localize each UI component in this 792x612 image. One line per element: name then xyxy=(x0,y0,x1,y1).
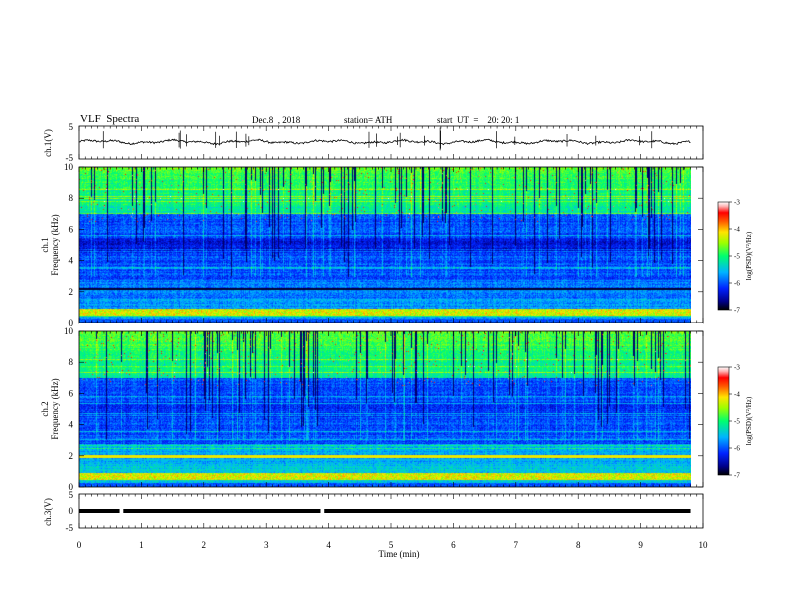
ch2-spec-ylabel-line2: Frequency (kHz) xyxy=(50,378,60,439)
y-tick-label: 0 xyxy=(69,482,74,492)
colorbar-tick-label: -5 xyxy=(734,418,740,426)
x-tick-label: 7 xyxy=(514,540,519,550)
ch1-white-gap xyxy=(79,323,703,329)
x-tick-label: 5 xyxy=(389,540,394,550)
x-tick-label: 9 xyxy=(638,540,643,550)
x-tick-label: 8 xyxy=(576,540,581,550)
y-tick-label: 8 xyxy=(69,357,74,367)
colorbar-ch1: -3 -4 -5 -6 -7 log(PSD)(V²/Hz) xyxy=(717,199,753,315)
ch1-spec-ylabel-line2: Frequency (kHz) xyxy=(50,214,60,275)
ch3-ytick-top: 5 xyxy=(69,490,74,500)
colorbar-ch2: -3 -4 -5 -6 -7 log(PSD)(V²/Hz) xyxy=(717,364,753,480)
x-tick-label: 2 xyxy=(202,540,207,550)
colorbar-ch2-label: log(PSD)(V²/Hz) xyxy=(745,396,753,445)
x-tick-label: 1 xyxy=(139,540,144,550)
panel-ch1-waveform: 5 -5 ch.1(V) xyxy=(43,122,704,163)
colorbar-ch1-label: log(PSD)(V²/Hz) xyxy=(745,231,753,280)
colorbar-tick-label: -6 xyxy=(734,445,740,453)
colorbar-tick-label: -4 xyxy=(734,391,740,399)
x-tick-label: 3 xyxy=(264,540,269,550)
y-tick-label: 6 xyxy=(69,224,74,234)
panel-ch1-spectrogram: 0 2 4 6 8 10 ch.1 Frequency (kHz) xyxy=(40,162,704,329)
ch1-ytick-bottom: -5 xyxy=(66,153,74,163)
colorbar-tick-label: -6 xyxy=(734,280,740,288)
colorbar-tick-label: -7 xyxy=(734,472,740,480)
svg-text:ch.2: ch.2 xyxy=(40,401,50,416)
y-tick-label: 4 xyxy=(69,256,74,266)
colorbar-tick-label: -3 xyxy=(734,364,740,372)
ch2-spec-ylabel-line1: ch.2 xyxy=(40,401,50,416)
y-tick-label: 6 xyxy=(69,388,74,398)
y-tick-label: 0 xyxy=(69,318,74,328)
ch1-waveform-line xyxy=(78,138,691,146)
colorbar-tick-label: -3 xyxy=(734,199,740,207)
ch1-ylabel: ch.1(V) xyxy=(43,129,53,157)
y-tick-label: 2 xyxy=(69,287,74,297)
station-label: station= ATH xyxy=(344,115,393,125)
ch1-spec-ylabel-line1: ch.1 xyxy=(40,237,50,252)
y-tick-label: 10 xyxy=(64,326,74,336)
ch3-ytick-mid: 0 xyxy=(69,506,74,516)
panel-ch3-waveform: 5 0 -5 ch.3(V) xyxy=(43,490,704,533)
ch3-ytick-bottom: -5 xyxy=(66,523,74,533)
ch1-ytick-top: 5 xyxy=(69,122,74,132)
date-label: Dec.8 , 2018 xyxy=(252,115,301,125)
svg-text:ch.1: ch.1 xyxy=(40,237,50,252)
x-tick-label: 10 xyxy=(699,540,709,550)
x-tick-label: 4 xyxy=(326,540,331,550)
x-tick-label: 6 xyxy=(451,540,456,550)
ch3-ylabel: ch.3(V) xyxy=(43,498,53,526)
colorbar-tick-label: -7 xyxy=(734,307,740,315)
panel-ch2-spectrogram: 0 2 4 6 8 10 ch.2 Frequency (kHz) xyxy=(40,326,704,492)
start-time-label: start UT = 20: 20: 1 xyxy=(437,115,520,125)
spectrogram-image xyxy=(79,331,691,487)
x-tick-label: 0 xyxy=(77,540,82,550)
x-axis-label: Time (min) xyxy=(379,549,420,559)
chart-title: VLF Spectra xyxy=(80,113,140,125)
colorbar-tick-label: -4 xyxy=(734,226,740,234)
y-tick-label: 2 xyxy=(69,451,74,461)
y-tick-label: 8 xyxy=(69,193,74,203)
svg-text:Frequency (kHz): Frequency (kHz) xyxy=(50,214,60,275)
colorbar-tick-label: -5 xyxy=(734,253,740,261)
spectrogram-image xyxy=(79,167,691,323)
y-tick-label: 4 xyxy=(69,420,74,430)
svg-text:Frequency (kHz): Frequency (kHz) xyxy=(50,378,60,439)
y-tick-label: 10 xyxy=(64,162,74,172)
